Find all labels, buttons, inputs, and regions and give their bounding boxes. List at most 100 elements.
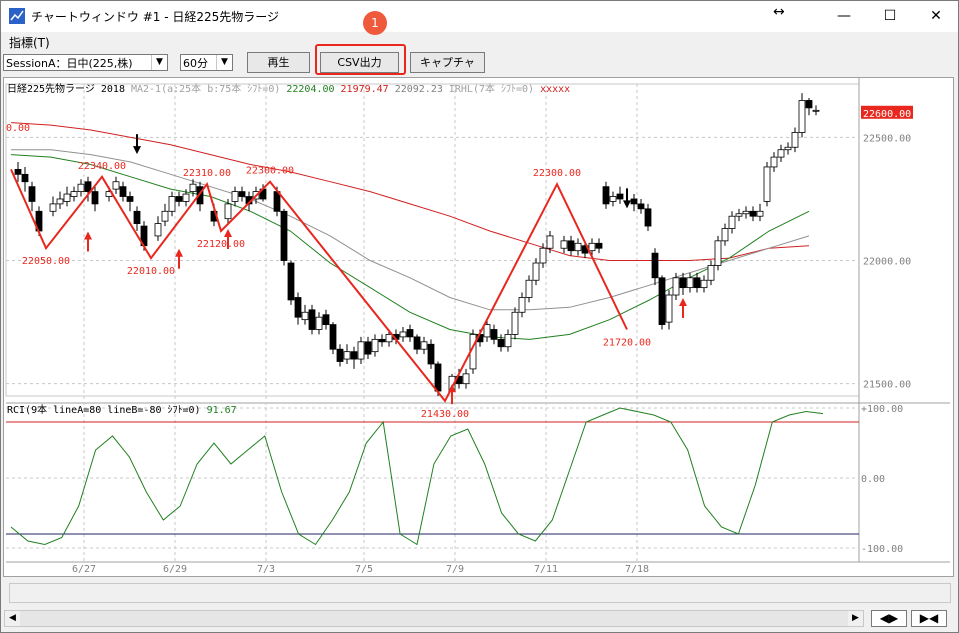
candle-body <box>329 324 337 350</box>
time-tick-label: 7/11 <box>534 564 558 575</box>
chart-header-ma-a: 22204.00 <box>286 84 334 95</box>
candle-body <box>56 198 64 205</box>
candle-body <box>84 181 92 192</box>
candle-body <box>287 262 295 301</box>
candle-body <box>385 334 393 343</box>
rci-series-line <box>10 407 824 546</box>
candle-body <box>672 277 680 296</box>
candle-body <box>651 252 659 279</box>
scroll-right-icon[interactable]: ▶ <box>848 611 863 626</box>
candle-body <box>322 314 330 325</box>
candle-body <box>798 100 806 133</box>
candle-body <box>63 193 71 202</box>
candle-body <box>294 297 302 318</box>
chart-header-ma-c: 22092.23 <box>395 84 443 95</box>
minimize-button[interactable]: — <box>837 8 851 24</box>
candle-body <box>567 240 575 252</box>
up-arrow-icon <box>175 248 183 257</box>
maximize-button[interactable]: ☐ <box>883 8 897 24</box>
candle-body <box>714 240 722 266</box>
interval-select[interactable]: 60分 ▼ <box>180 54 233 71</box>
play-button[interactable]: 再生 <box>247 52 310 73</box>
candle-body <box>756 210 764 217</box>
title-bar[interactable]: チャートウィンドウ #1 - 日経225先物ラージ ↔ — ☐ ✕ <box>1 1 958 32</box>
status-area <box>1 579 958 605</box>
candle-body <box>133 210 141 225</box>
candle-body <box>693 277 701 289</box>
candle-body <box>805 100 813 109</box>
candle-body <box>525 279 533 298</box>
candle-body <box>609 196 617 202</box>
close-button[interactable]: ✕ <box>930 8 942 24</box>
zigzag-label: 21720.00 <box>603 338 651 349</box>
time-tick-label: 6/27 <box>72 564 96 575</box>
time-tick-label: 7/9 <box>446 564 464 575</box>
chart-canvas[interactable]: 22500.00 22000.00 21500.00 +100.00 0.00 -100.… <box>4 78 953 576</box>
up-arrow-icon <box>84 231 92 240</box>
time-tick-label: 7/3 <box>257 564 275 575</box>
candle-body <box>336 348 344 362</box>
horizontal-scrollbar[interactable]: ◀ ▶ <box>4 610 864 627</box>
candle-body <box>238 191 246 197</box>
candle-body <box>637 203 645 210</box>
candle-body <box>490 329 498 340</box>
resize-icon[interactable]: ↔ <box>773 4 785 20</box>
candle-body <box>154 223 162 237</box>
session-select[interactable]: SessionA：日中(225,株) ▼ <box>3 54 168 71</box>
candle-body <box>224 203 232 220</box>
candle-body <box>308 309 316 330</box>
candle-body <box>350 351 358 360</box>
jump-both-button[interactable]: ◀▶ <box>871 610 907 627</box>
price-tick-label: 21500.00 <box>863 380 911 391</box>
csv-export-button[interactable]: CSV出力 <box>320 52 399 73</box>
zigzag-label: 22300.00 <box>246 166 294 177</box>
rci-tick-label: -100.00 <box>861 544 903 555</box>
candle-body <box>378 338 386 343</box>
time-tick-label: 7/5 <box>355 564 373 575</box>
menu-item-indicator[interactable]: 指標(T) <box>9 36 50 50</box>
candle-body <box>427 343 435 365</box>
candle-body <box>196 186 204 205</box>
candle-body <box>413 336 421 350</box>
candle-body <box>70 191 78 197</box>
candle-body <box>707 265 715 281</box>
candle-body <box>644 208 652 227</box>
toolbar: SessionA：日中(225,株) ▼ 60分 ▼ 再生 CSV出力 キャプチ… <box>1 51 958 76</box>
ma-green-line <box>10 154 810 340</box>
candle-body <box>364 341 372 355</box>
time-tick-label: 7/18 <box>625 564 649 575</box>
candle-body <box>735 213 743 217</box>
price-badge-label: 22600.00 <box>863 109 911 120</box>
candle-body <box>49 203 57 212</box>
candle-body <box>189 183 197 192</box>
candle-body <box>665 294 673 323</box>
csv-button-highlight <box>315 44 406 75</box>
candle-body <box>504 334 512 348</box>
candle-body <box>532 262 540 281</box>
chart-header-ma-b: 21979.47 <box>341 84 389 95</box>
candle-body <box>560 240 568 249</box>
candle-body <box>791 132 799 148</box>
candle-body <box>91 191 99 205</box>
jump-end-button[interactable]: ▶◀ <box>911 610 947 627</box>
chart-header-irhl-value: xxxxx <box>540 84 570 95</box>
candle-body <box>497 338 505 348</box>
chevron-down-icon[interactable]: ▼ <box>151 55 167 70</box>
zigzag-label: 22310.00 <box>183 168 231 179</box>
candle-body <box>14 169 22 175</box>
scroll-left-icon[interactable]: ◀ <box>5 611 20 626</box>
up-arrow-icon <box>448 384 456 393</box>
candle-body <box>371 338 379 353</box>
chevron-down-icon[interactable]: ▼ <box>216 55 232 70</box>
app-icon <box>9 8 25 24</box>
capture-button[interactable]: キャプチャ <box>410 52 485 73</box>
candle-body <box>126 196 134 202</box>
candle-body <box>28 186 36 202</box>
candle-body <box>511 311 519 335</box>
candle-body <box>784 146 792 151</box>
ma-red-line <box>10 122 810 261</box>
zigzag-label: 22340.00 <box>78 161 126 172</box>
interval-select-value: 60分 <box>183 57 208 70</box>
candle-body <box>315 316 323 330</box>
chart-area[interactable]: 22500.00 22000.00 21500.00 +100.00 0.00 -100.… <box>3 77 954 577</box>
